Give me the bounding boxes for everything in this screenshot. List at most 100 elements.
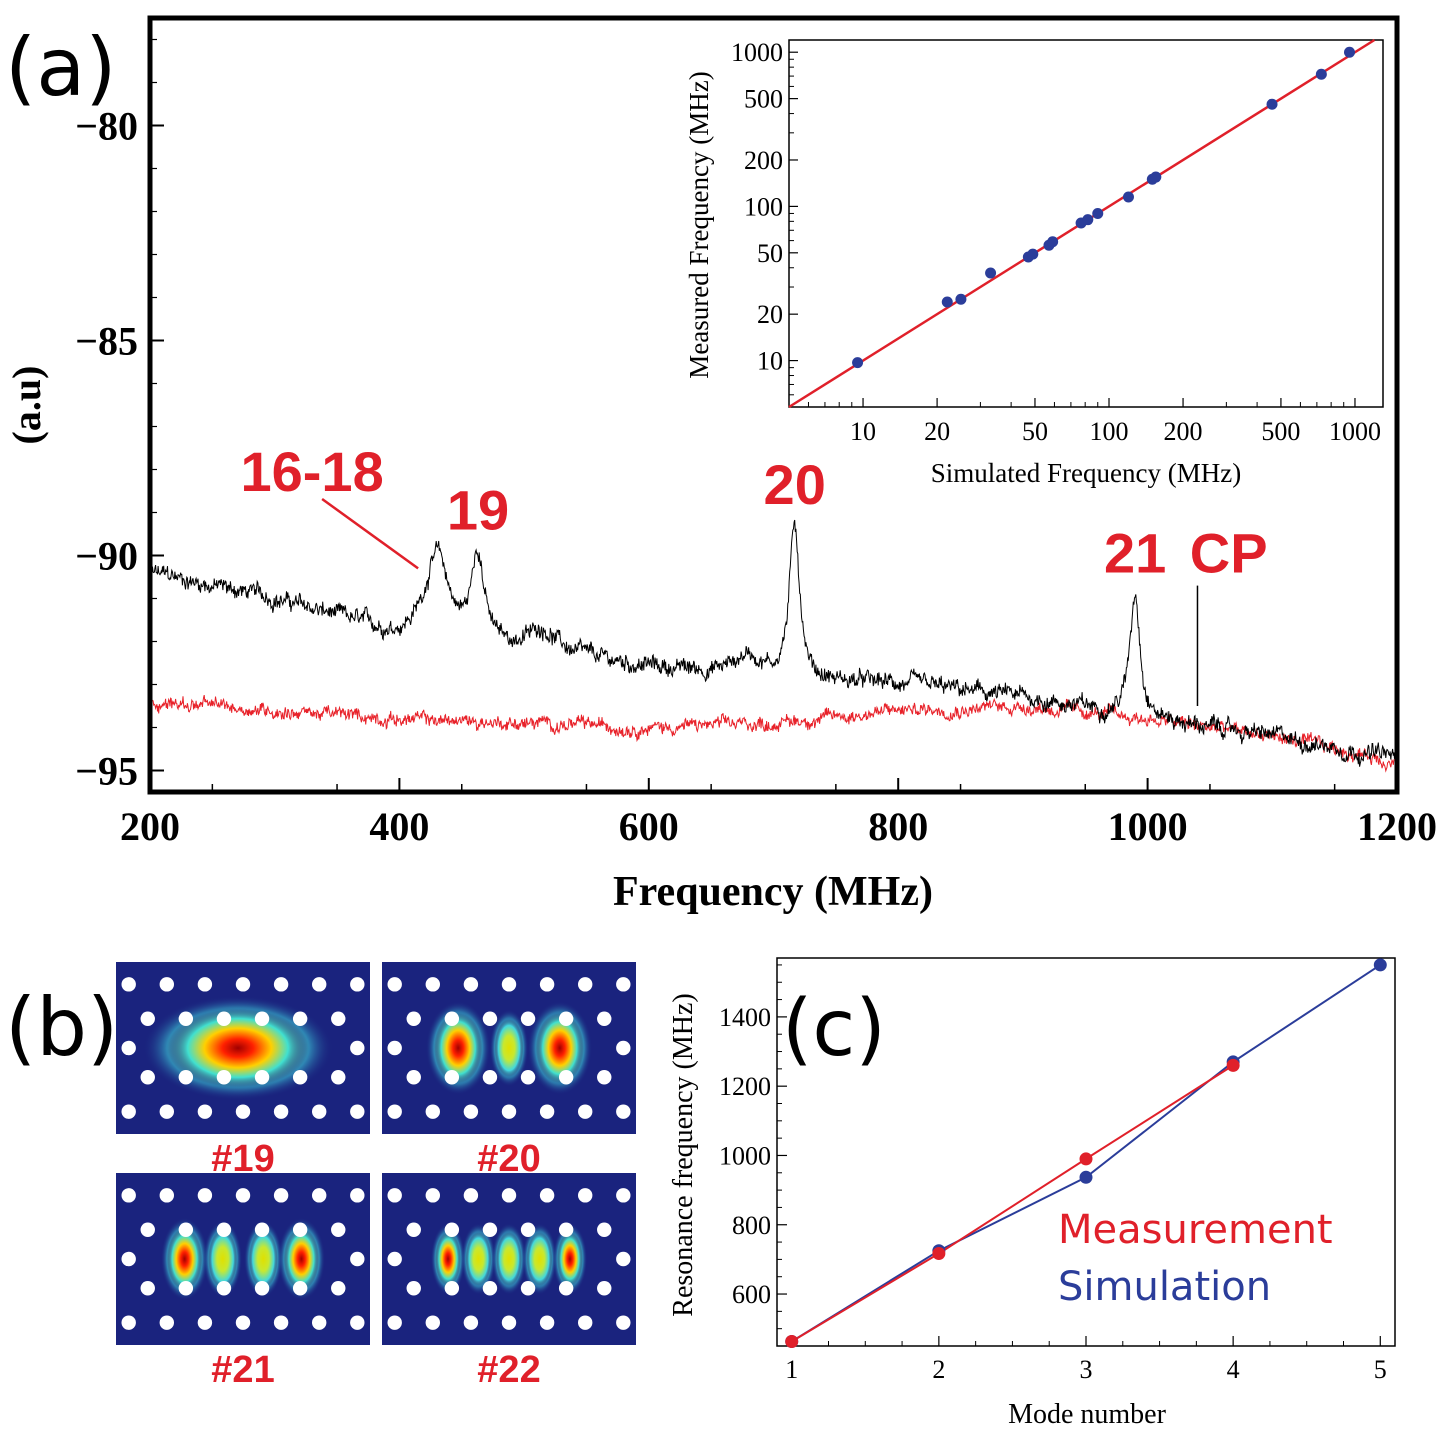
lattice-hole xyxy=(235,1188,251,1203)
lattice-hole xyxy=(444,1281,460,1296)
peak-annotations: 16-18 19 20 21 CP xyxy=(240,440,1267,585)
lattice-hole xyxy=(425,1188,440,1203)
inset-x-tick-label: 1000 xyxy=(1329,417,1381,446)
inset-xlabel: Simulated Frequency (MHz) xyxy=(931,458,1241,488)
peak-label: 16-18 xyxy=(240,440,383,503)
lattice-hole xyxy=(558,1011,574,1026)
lattice-hole xyxy=(178,1222,194,1237)
lattice-hole xyxy=(121,1251,136,1267)
lattice-hole xyxy=(482,1011,498,1026)
mode-map: #20 xyxy=(382,962,636,1180)
panel-c-series xyxy=(785,958,1387,1348)
panel-a-traces xyxy=(150,519,1397,773)
lattice-hole xyxy=(539,977,555,992)
lattice-hole xyxy=(387,1188,402,1203)
inset-y-tick-label: 20 xyxy=(757,300,783,329)
field-lobe xyxy=(283,1226,319,1292)
lattice-hole xyxy=(558,1070,574,1085)
mode-map: #19 xyxy=(116,962,370,1180)
lattice-hole xyxy=(578,1188,593,1203)
field-lobe xyxy=(557,1231,583,1287)
lattice-hole xyxy=(406,1281,421,1296)
peak-label: 21 xyxy=(1104,522,1166,585)
lattice-hole xyxy=(178,1281,194,1296)
lattice-hole xyxy=(254,1281,270,1296)
lattice-hole xyxy=(331,1011,346,1026)
inset-point xyxy=(955,293,967,305)
lattice-hole xyxy=(597,1281,612,1296)
background-trace xyxy=(150,694,1397,773)
lattice-hole xyxy=(578,1315,593,1330)
lattice-hole xyxy=(292,1222,308,1237)
lattice-hole xyxy=(501,1315,517,1330)
lattice-hole xyxy=(350,977,365,992)
lattice-hole xyxy=(292,1070,308,1085)
lattice-hole xyxy=(197,977,213,992)
lattice-hole xyxy=(406,1011,421,1026)
inset-x-tick-label: 20 xyxy=(924,417,950,446)
field-lobe xyxy=(249,1228,278,1290)
lattice-hole xyxy=(425,977,440,992)
field-lobe xyxy=(434,1011,483,1085)
inset-y-tick-label: 50 xyxy=(757,239,783,268)
lattice-hole xyxy=(197,1315,213,1330)
legend-simulation: Simulation xyxy=(1058,1264,1271,1310)
panel-a-letter: (a) xyxy=(5,21,116,114)
lattice-hole xyxy=(387,977,402,992)
panel-a-xlabel: Frequency (MHz) xyxy=(613,869,933,915)
lattice-hole xyxy=(520,1281,536,1296)
inset-point xyxy=(1047,236,1059,248)
lattice-hole xyxy=(616,1251,631,1267)
c-series-point xyxy=(1079,1170,1093,1184)
lattice-hole xyxy=(350,1040,365,1056)
x-tick-label: 1000 xyxy=(1108,804,1188,849)
lattice-hole xyxy=(121,1104,136,1119)
inset-point xyxy=(1092,207,1104,219)
x-tick-label: 200 xyxy=(120,804,180,849)
c-y-tick-label: 1400 xyxy=(719,1003,771,1032)
peak-label: 19 xyxy=(447,479,509,542)
lattice-hole xyxy=(425,1104,440,1119)
lattice-hole xyxy=(387,1251,402,1267)
lattice-hole xyxy=(539,1104,555,1119)
lattice-hole xyxy=(520,1011,536,1026)
lattice-hole xyxy=(140,1281,155,1296)
lattice-hole xyxy=(387,1315,402,1330)
lattice-hole xyxy=(273,1188,289,1203)
lattice-hole xyxy=(444,1222,460,1237)
c-series-point xyxy=(1373,958,1387,972)
lattice-hole xyxy=(121,1315,136,1330)
inset-point xyxy=(1122,191,1134,203)
lattice-hole xyxy=(140,1070,155,1085)
panel-c-ylabel: Resonance frequency (MHz) xyxy=(668,993,699,1316)
lattice-hole xyxy=(463,1188,479,1203)
lattice-hole xyxy=(235,977,251,992)
lattice-hole xyxy=(558,1222,574,1237)
lattice-hole xyxy=(140,1011,155,1026)
mode-map: #22 xyxy=(382,1173,636,1391)
peak-label: 20 xyxy=(764,453,826,516)
lattice-hole xyxy=(140,1222,155,1237)
lattice-hole xyxy=(597,1011,612,1026)
lattice-hole xyxy=(159,1315,174,1330)
c-series-line xyxy=(791,1064,1234,1343)
lattice-hole xyxy=(387,1104,402,1119)
lattice-hole xyxy=(463,1315,479,1330)
lattice-hole xyxy=(216,1070,232,1085)
field-lobe xyxy=(208,1228,237,1290)
inset-point xyxy=(1150,171,1162,183)
lattice-hole xyxy=(350,1104,365,1119)
inset-point xyxy=(1082,214,1094,226)
inset-points xyxy=(852,46,1355,369)
y-tick-label: −90 xyxy=(75,534,138,579)
lattice-hole xyxy=(463,977,479,992)
lattice-hole xyxy=(539,1188,555,1203)
lattice-hole xyxy=(121,1188,136,1203)
y-tick-label: −80 xyxy=(75,104,138,149)
inset-x-tick-label: 100 xyxy=(1090,417,1129,446)
c-y-tick-label: 1000 xyxy=(719,1141,771,1170)
peak-pointer xyxy=(321,497,419,570)
lattice-hole xyxy=(578,977,593,992)
lattice-hole xyxy=(444,1011,460,1026)
inset-axes: 10 20 50 100 200 500 1000 10 20 50 100 200 500 1000 xyxy=(731,38,1381,446)
